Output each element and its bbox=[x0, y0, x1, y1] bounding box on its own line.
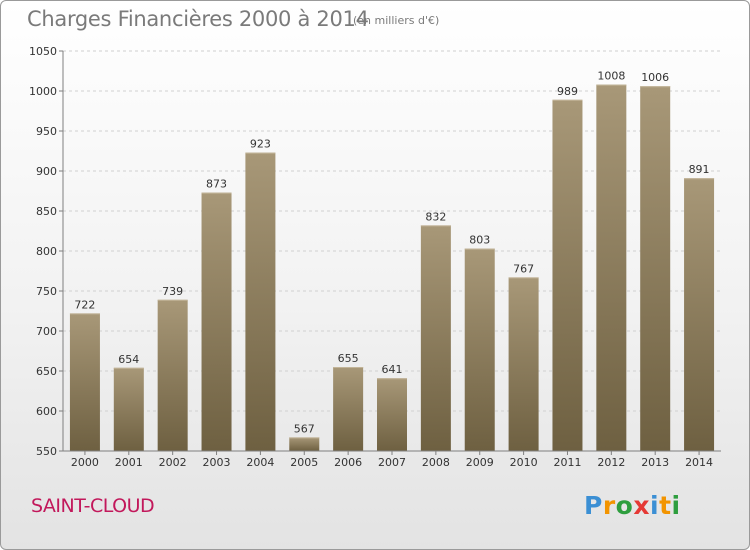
bar[interactable] bbox=[640, 86, 671, 451]
bar-value-label: 891 bbox=[689, 163, 710, 176]
x-tick-label: 2004 bbox=[246, 456, 274, 469]
logo-letter: i bbox=[650, 491, 660, 520]
bar[interactable] bbox=[289, 437, 320, 451]
bar[interactable] bbox=[684, 178, 715, 451]
bar[interactable] bbox=[377, 378, 407, 451]
city-name: SAINT-CLOUD bbox=[31, 495, 155, 517]
x-tick-label: 2006 bbox=[334, 456, 362, 469]
bar[interactable] bbox=[508, 277, 539, 451]
logo-letter: x bbox=[633, 491, 650, 520]
y-tick-label: 900 bbox=[36, 165, 57, 178]
x-tick-label: 2009 bbox=[466, 456, 494, 469]
bar-value-label: 1006 bbox=[641, 71, 669, 84]
y-tick-label: 650 bbox=[36, 365, 57, 378]
logo-letter: P bbox=[584, 491, 603, 520]
bar-value-label: 832 bbox=[425, 210, 446, 223]
bar-value-label: 722 bbox=[74, 298, 95, 311]
y-tick-label: 800 bbox=[36, 245, 57, 258]
logo-letter: i bbox=[671, 491, 681, 520]
y-tick-label: 950 bbox=[36, 125, 57, 138]
bar-value-label: 873 bbox=[206, 178, 227, 191]
bar[interactable] bbox=[333, 367, 364, 451]
proxiti-logo[interactable]: Proxiti bbox=[584, 491, 681, 520]
y-tick-label: 750 bbox=[36, 285, 57, 298]
x-tick-label: 2012 bbox=[597, 456, 625, 469]
bar-value-label: 641 bbox=[382, 363, 403, 376]
x-tick-label: 2001 bbox=[115, 456, 143, 469]
bar-value-label: 923 bbox=[250, 138, 271, 151]
bar[interactable] bbox=[420, 225, 451, 451]
y-tick-label: 1050 bbox=[29, 45, 57, 58]
bar[interactable] bbox=[552, 99, 583, 452]
bar-value-label: 803 bbox=[469, 234, 490, 247]
y-tick-label: 850 bbox=[36, 205, 57, 218]
x-tick-label: 2007 bbox=[378, 456, 406, 469]
bar[interactable] bbox=[69, 313, 100, 451]
y-tick-label: 700 bbox=[36, 325, 57, 338]
x-tick-label: 2003 bbox=[203, 456, 231, 469]
y-tick-label: 550 bbox=[36, 445, 57, 458]
x-tick-label: 2014 bbox=[685, 456, 713, 469]
bar-value-label: 767 bbox=[513, 262, 534, 275]
bar-value-label: 655 bbox=[338, 352, 359, 365]
x-tick-label: 2005 bbox=[290, 456, 318, 469]
chart-title: Charges Financières 2000 à 2014 bbox=[27, 7, 369, 31]
chart-subtitle: (en milliers d'€) bbox=[353, 14, 440, 27]
bar-value-label: 654 bbox=[118, 353, 139, 366]
y-tick-label: 600 bbox=[36, 405, 57, 418]
x-tick-label: 2008 bbox=[422, 456, 450, 469]
x-tick-label: 2000 bbox=[71, 456, 99, 469]
logo-letter: r bbox=[602, 491, 616, 520]
x-tick-label: 2011 bbox=[553, 456, 581, 469]
bar-value-label: 567 bbox=[294, 422, 315, 435]
x-tick-label: 2010 bbox=[510, 456, 538, 469]
bar[interactable] bbox=[157, 299, 188, 451]
bar[interactable] bbox=[464, 248, 495, 451]
bar[interactable] bbox=[245, 152, 276, 451]
bar-value-label: 739 bbox=[162, 285, 183, 298]
x-tick-label: 2002 bbox=[159, 456, 187, 469]
logo-letter: t bbox=[659, 491, 672, 520]
x-tick-label: 2013 bbox=[641, 456, 669, 469]
y-tick-label: 1000 bbox=[29, 85, 57, 98]
bar-value-label: 989 bbox=[557, 85, 578, 98]
logo-letter: o bbox=[615, 491, 634, 520]
bar[interactable] bbox=[201, 192, 232, 451]
bar[interactable] bbox=[596, 84, 627, 451]
bar-value-label: 1008 bbox=[597, 70, 625, 83]
bar[interactable] bbox=[113, 367, 144, 451]
